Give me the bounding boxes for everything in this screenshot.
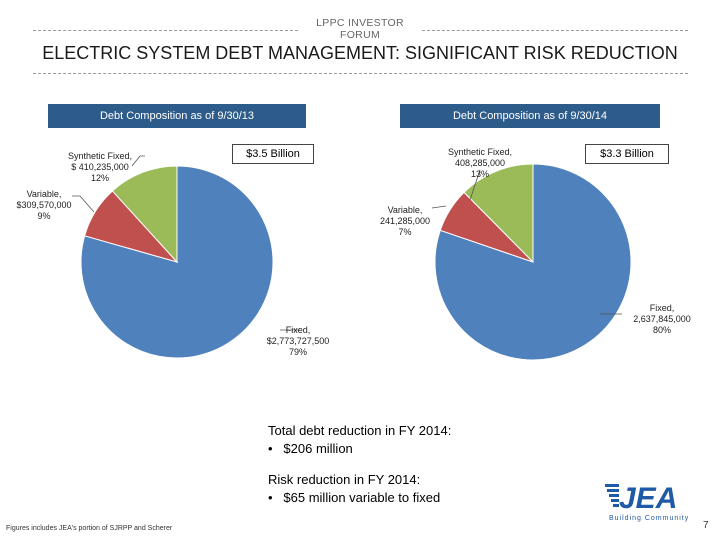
pie-charts	[72, 155, 632, 361]
leader-2013-synthetic	[131, 155, 145, 167]
chart2-title: Debt Composition as of 9/30/14	[400, 104, 660, 128]
chart1-title: Debt Composition as of 9/30/13	[48, 104, 306, 128]
leader-2014-variable	[431, 205, 447, 209]
pie-slice-fixed	[434, 163, 632, 361]
page-title: ELECTRIC SYSTEM DEBT MANAGEMENT: SIGNIFI…	[42, 43, 678, 63]
label-2013-fixed: Fixed, $2,773,727,500 79%	[266, 325, 330, 357]
header-rule-right	[422, 30, 688, 31]
debt-reduction-heading: Total debt reduction in FY 2014:	[268, 423, 452, 438]
label-2013-synthetic: Synthetic Fixed, $ 410,235,000 12%	[67, 151, 133, 183]
risk-reduction-heading: Risk reduction in FY 2014:	[268, 472, 421, 487]
bullet: •	[268, 441, 273, 456]
bullet: •	[268, 490, 273, 505]
jea-logo-text: JEA	[619, 482, 677, 515]
risk-reduction-value: $65 million variable to fixed	[283, 490, 441, 505]
title-rule	[33, 73, 688, 74]
debt-reduction-item: • $206 million	[268, 440, 353, 457]
label-2014-variable: Variable, 241,285,000 7%	[379, 205, 431, 237]
chart2-total: $3.3 Billion	[585, 144, 669, 164]
jea-tagline: Building Community	[609, 515, 689, 522]
pie-slice-synthetic-fixed	[111, 165, 178, 264]
label-2014-fixed: Fixed, 2,637,845,000 80%	[633, 303, 691, 335]
pie-2014	[434, 163, 632, 361]
forum-label: LPPC INVESTOR FORUM	[316, 17, 404, 41]
header-rule-left	[33, 30, 298, 31]
label-2013-variable: Variable, $309,570,000 9%	[16, 189, 72, 221]
footnote: Figures includes JEA's portion of SJRPP …	[6, 525, 173, 532]
debt-reduction-value: $206 million	[283, 441, 353, 456]
jea-logo-mark: JEA Building Community	[605, 482, 689, 522]
label-2014-synthetic: Synthetic Fixed, 408,285,000 13%	[447, 147, 513, 179]
leader-2014-synthetic	[469, 169, 481, 201]
leader-lines	[72, 155, 622, 331]
pie-slice-synthetic-fixed	[463, 163, 534, 264]
risk-reduction-item: • $65 million variable to fixed	[268, 489, 440, 506]
jea-logo: JEA Building Community	[605, 476, 695, 526]
page-number: 7	[703, 520, 709, 531]
chart1-total: $3.5 Billion	[232, 144, 314, 164]
leader-2013-variable	[72, 195, 95, 213]
pie-2013	[80, 165, 274, 359]
